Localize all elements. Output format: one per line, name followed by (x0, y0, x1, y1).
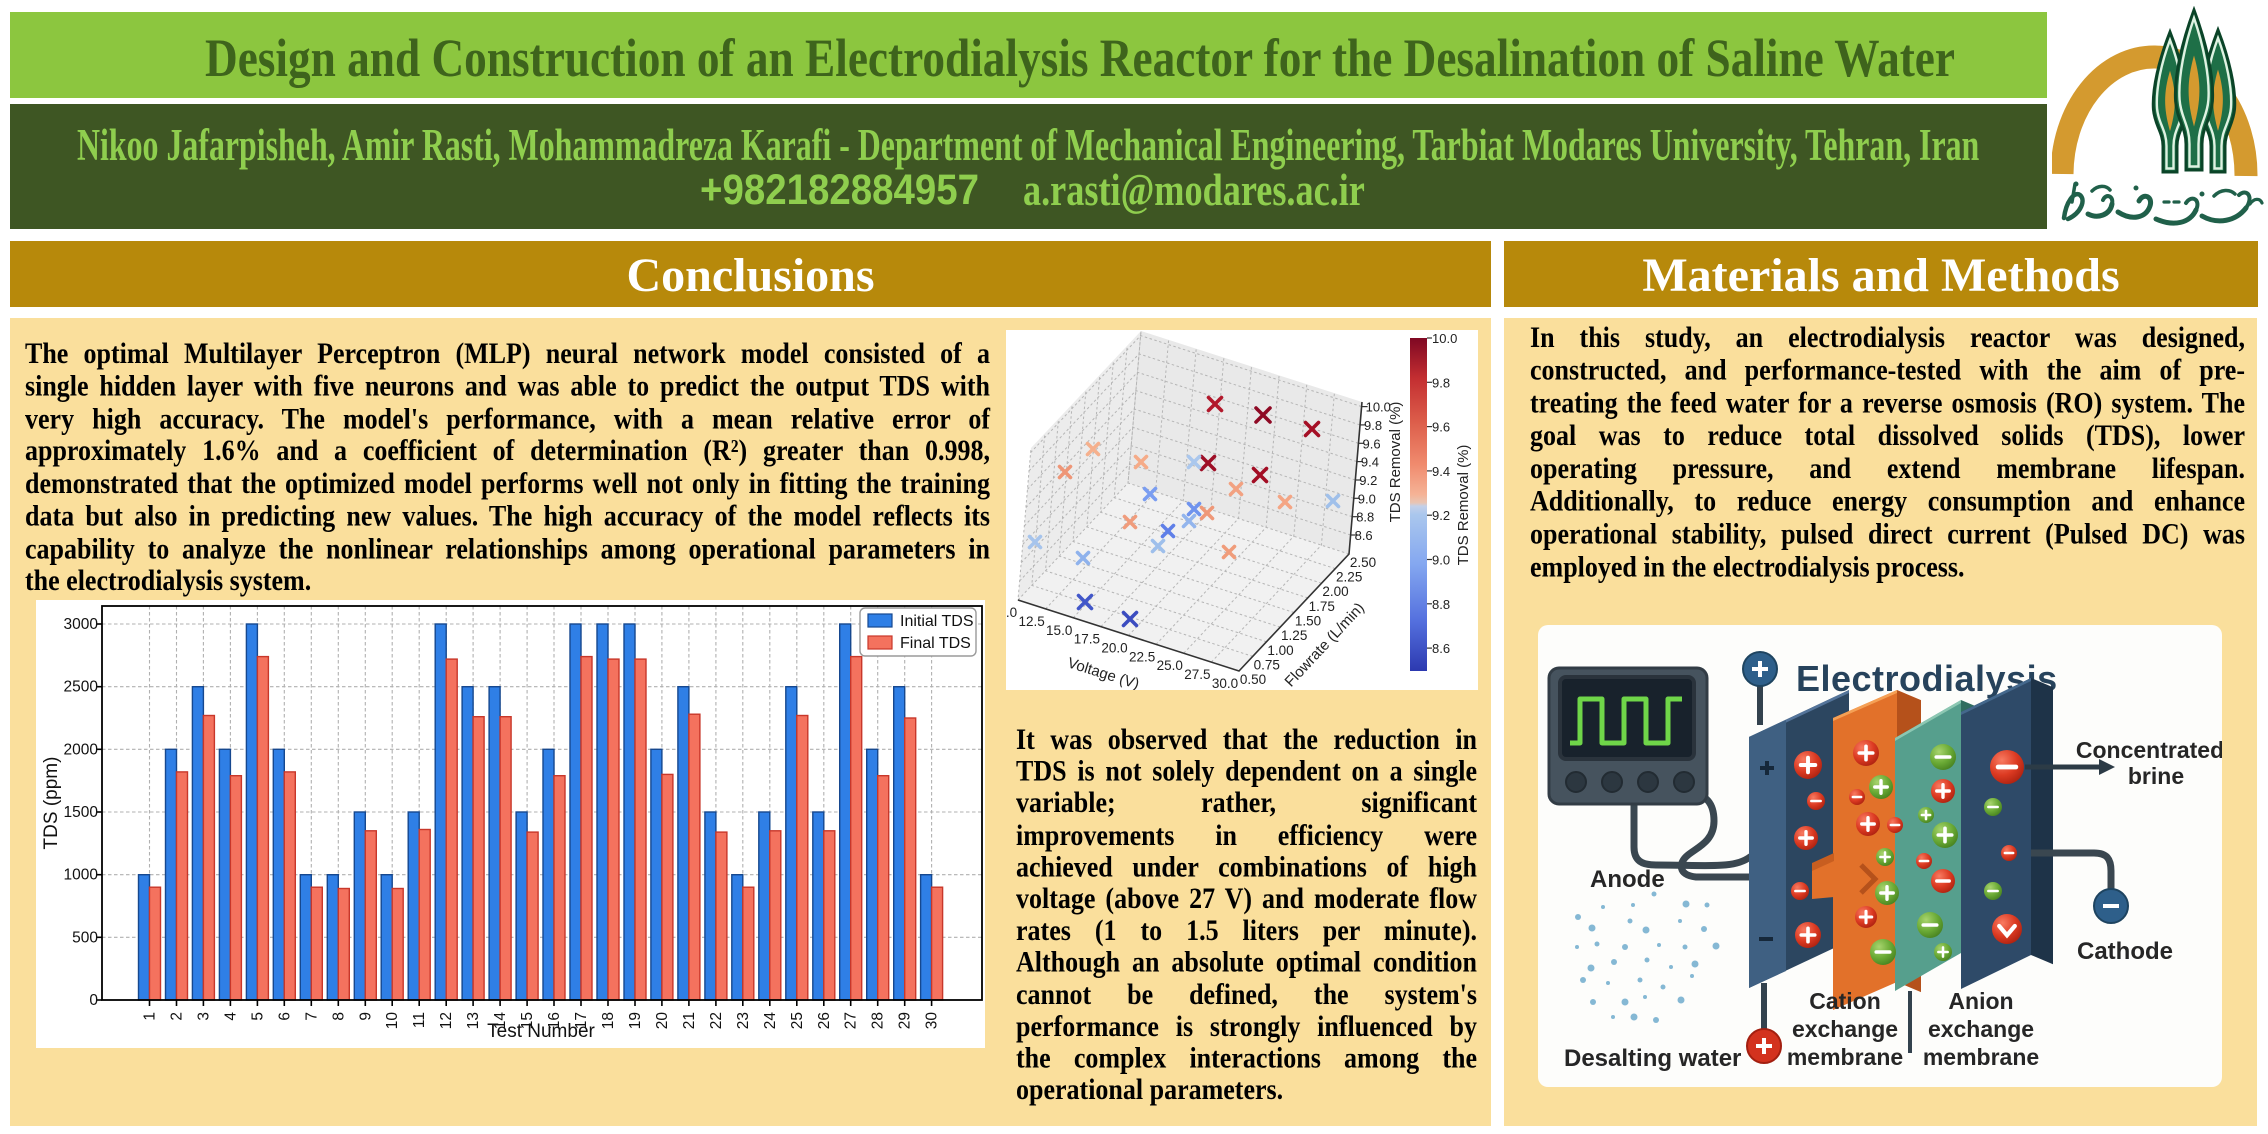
svg-text:Final TDS: Final TDS (900, 635, 971, 652)
svg-text:20.0: 20.0 (1101, 641, 1127, 656)
svg-text:23: 23 (735, 1012, 752, 1029)
svg-text:Cathode: Cathode (2077, 938, 2173, 965)
svg-text:8.6: 8.6 (1355, 528, 1373, 543)
svg-text:10.0: 10.0 (1006, 605, 1017, 620)
svg-text:Anion: Anion (1948, 988, 2013, 1014)
svg-text:1: 1 (142, 1012, 159, 1021)
svg-text:Initial TDS: Initial TDS (900, 613, 974, 630)
svg-text:13: 13 (465, 1012, 482, 1029)
svg-text:TDS Removal (%): TDS Removal (%) (1455, 445, 1472, 566)
svg-text:30: 30 (924, 1012, 941, 1030)
svg-text:8.8: 8.8 (1432, 597, 1450, 612)
svg-text:17.5: 17.5 (1074, 632, 1100, 647)
svg-text:18: 18 (600, 1012, 617, 1029)
svg-text:10: 10 (384, 1012, 401, 1030)
svg-text:TDS (ppm): TDS (ppm) (41, 757, 62, 850)
svg-text:27.5: 27.5 (1184, 667, 1210, 682)
svg-text:brine: brine (2128, 763, 2184, 789)
svg-text:11: 11 (411, 1012, 428, 1028)
svg-text:30.0: 30.0 (1212, 676, 1238, 690)
svg-text:9.0: 9.0 (1432, 553, 1450, 568)
svg-text:17: 17 (573, 1012, 590, 1029)
svg-text:24: 24 (762, 1012, 779, 1030)
svg-text:Desalting water: Desalting water (1564, 1045, 1741, 1072)
svg-text:22: 22 (708, 1012, 725, 1029)
svg-text:22.5: 22.5 (1129, 649, 1155, 664)
svg-text:exchange: exchange (1928, 1016, 2034, 1042)
svg-text:Test Number: Test Number (487, 1021, 595, 1042)
svg-text:membrane: membrane (1787, 1044, 1903, 1070)
svg-text:1.00: 1.00 (1267, 643, 1293, 658)
svg-text:5: 5 (249, 1012, 266, 1021)
svg-text:2.50: 2.50 (1350, 555, 1376, 570)
svg-text:9.6: 9.6 (1432, 420, 1450, 435)
svg-text:9.8: 9.8 (1432, 375, 1450, 390)
svg-text:9.2: 9.2 (1432, 508, 1450, 523)
svg-text:1.75: 1.75 (1309, 599, 1335, 614)
svg-text:Anode: Anode (1590, 866, 1665, 893)
svg-text:7: 7 (303, 1012, 320, 1021)
svg-text:12.5: 12.5 (1018, 614, 1044, 629)
svg-text:9.8: 9.8 (1364, 418, 1382, 433)
svg-text:9: 9 (357, 1012, 374, 1021)
svg-text:Cation: Cation (1809, 988, 1881, 1014)
svg-text:10.0: 10.0 (1432, 331, 1457, 346)
svg-text:27: 27 (843, 1012, 860, 1029)
svg-text:9.4: 9.4 (1361, 455, 1379, 470)
svg-text:10.0: 10.0 (1366, 400, 1391, 415)
svg-text:8.8: 8.8 (1356, 510, 1374, 525)
svg-text:3: 3 (195, 1012, 212, 1021)
svg-text:0.50: 0.50 (1240, 672, 1266, 687)
svg-text:20: 20 (654, 1012, 671, 1030)
svg-text:2: 2 (169, 1012, 186, 1021)
svg-text:26: 26 (816, 1012, 833, 1029)
svg-text:25.0: 25.0 (1157, 658, 1183, 673)
svg-text:0: 0 (89, 992, 98, 1009)
svg-text:0.75: 0.75 (1254, 657, 1280, 672)
svg-text:exchange: exchange (1792, 1016, 1898, 1042)
svg-text:16: 16 (546, 1012, 563, 1029)
svg-text:8.6: 8.6 (1432, 641, 1450, 656)
svg-text:9.0: 9.0 (1358, 491, 1376, 506)
svg-text:9.2: 9.2 (1359, 473, 1377, 488)
svg-text:2.00: 2.00 (1322, 584, 1348, 599)
svg-text:9.6: 9.6 (1363, 436, 1381, 451)
svg-text:21: 21 (681, 1012, 698, 1029)
svg-text:Concentrated: Concentrated (2076, 737, 2222, 763)
svg-text:500: 500 (72, 929, 98, 946)
svg-text:28: 28 (870, 1012, 887, 1029)
svg-text:29: 29 (897, 1012, 914, 1029)
svg-text:9.4: 9.4 (1432, 464, 1450, 479)
svg-text:15: 15 (519, 1012, 536, 1029)
svg-text:1.50: 1.50 (1295, 614, 1321, 629)
svg-text:4: 4 (222, 1012, 239, 1021)
svg-text:1000: 1000 (64, 867, 99, 884)
svg-text:15.0: 15.0 (1046, 623, 1072, 638)
svg-text:14: 14 (492, 1012, 509, 1030)
svg-text:1.25: 1.25 (1281, 628, 1307, 643)
svg-text:1500: 1500 (64, 804, 99, 821)
svg-text:6: 6 (276, 1012, 293, 1021)
svg-text:2000: 2000 (64, 741, 99, 758)
svg-text:2.25: 2.25 (1336, 570, 1362, 585)
svg-text:TDS Removal (%): TDS Removal (%) (1387, 402, 1404, 523)
svg-text:membrane: membrane (1923, 1044, 2039, 1070)
svg-text:25: 25 (789, 1012, 806, 1029)
svg-text:8: 8 (330, 1012, 347, 1021)
svg-text:19: 19 (627, 1012, 644, 1029)
svg-text:2500: 2500 (64, 679, 99, 696)
svg-text:12: 12 (438, 1012, 455, 1029)
svg-text:3000: 3000 (64, 616, 99, 633)
